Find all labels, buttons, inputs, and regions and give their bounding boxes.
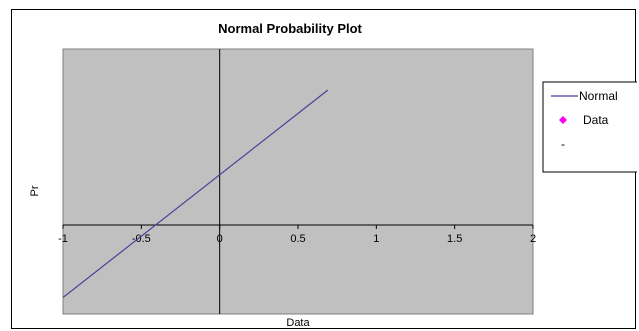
chart-frame: Normal Probability Plot -1 -0.5 0 0.5 1 1.5 2 … xyxy=(11,9,637,329)
legend: Normal Data - xyxy=(542,81,637,173)
series-line-normal xyxy=(63,89,329,298)
series xyxy=(63,89,329,298)
legend-swatch-data xyxy=(559,116,567,124)
legend-label-normal: Normal xyxy=(579,89,618,103)
x-tick-label-3: 0.5 xyxy=(290,233,305,245)
chart: Normal Probability Plot -1 -0.5 0 0.5 1 1.5 2 … xyxy=(29,21,637,329)
plot-area xyxy=(62,48,534,315)
x-tick-labels: -1 -0.5 0 0.5 1 1.5 2 xyxy=(58,225,536,245)
legend-label-data: Data xyxy=(583,113,609,127)
x-tick-label-0: -1 xyxy=(58,233,68,245)
x-tick-label-5: 1.5 xyxy=(447,233,462,245)
x-tick-label-2: 0 xyxy=(217,233,223,245)
legend-label-dash: - xyxy=(561,137,565,151)
y-axis-label: Pr xyxy=(29,185,41,196)
x-tick-label-1: -0.5 xyxy=(132,233,151,245)
legend-box xyxy=(542,81,637,173)
x-axis-label: Data xyxy=(286,317,310,329)
chart-title: Normal Probability Plot xyxy=(218,21,362,36)
x-tick-label-6: 2 xyxy=(530,233,536,245)
x-tick-label-4: 1 xyxy=(373,233,379,245)
